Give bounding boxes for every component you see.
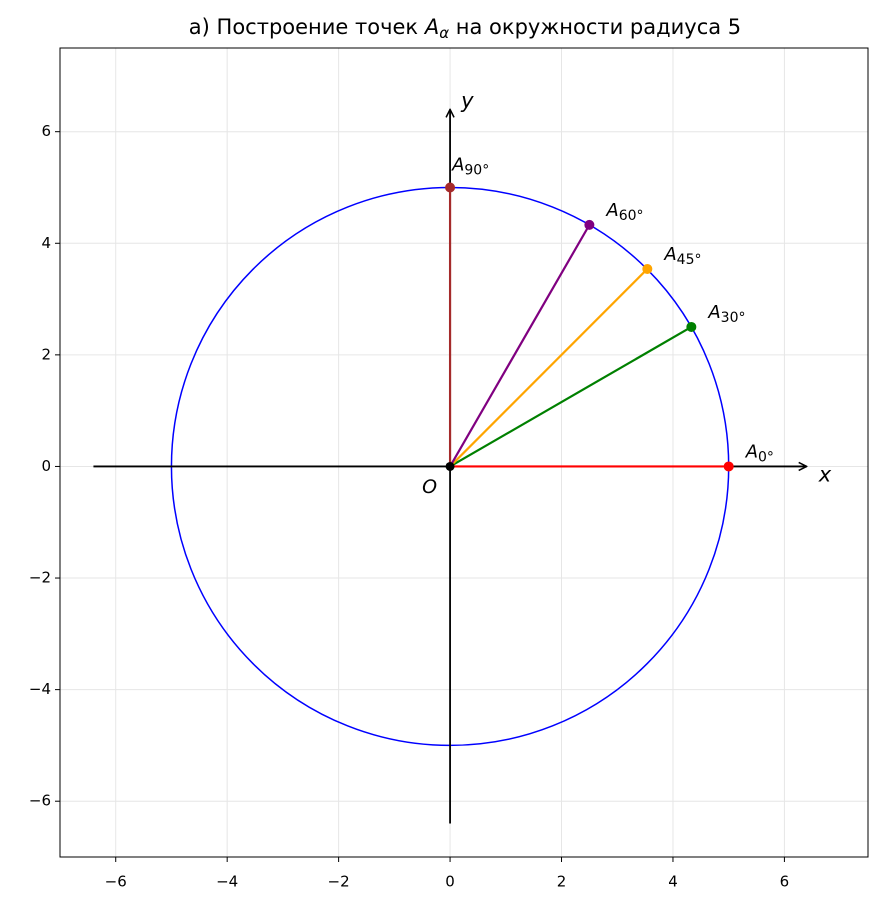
legend-label: 0°	[758, 449, 774, 465]
legend-label: 90°	[464, 162, 489, 178]
legend-label: 45°	[677, 252, 702, 268]
x-axis-label: x	[818, 462, 832, 486]
point	[642, 263, 653, 274]
point	[445, 182, 456, 193]
title-end	[449, 15, 456, 39]
label-symbol: A	[663, 244, 676, 265]
title-text: а) Построение точек	[189, 15, 418, 39]
title-end-text: на окружности радиуса 5	[456, 15, 741, 39]
point	[723, 461, 734, 472]
radius-segment	[449, 268, 649, 468]
radius-segment	[449, 224, 591, 467]
plot-frame	[59, 47, 869, 858]
point-label: A45°	[663, 244, 701, 268]
y-tick-label: −4	[29, 680, 51, 698]
x-tick-label: 0	[445, 873, 455, 891]
label-symbol: A	[745, 441, 758, 462]
y-tick-label: 4	[41, 234, 51, 252]
label-symbol: A	[605, 200, 618, 221]
point-label: A30°	[707, 302, 745, 326]
y-tick-label: −2	[29, 569, 51, 587]
y-tick-label: 0	[41, 457, 51, 475]
x-tick-label: −2	[328, 873, 350, 891]
title-subscript: α	[439, 24, 449, 42]
point-label: A60°	[605, 200, 643, 224]
x-tick-label: 2	[557, 873, 567, 891]
y-tick-label: 6	[41, 122, 51, 140]
x-tick-label: 4	[668, 873, 678, 891]
radius-segment	[449, 326, 692, 468]
legend-label: 60°	[619, 208, 644, 224]
y-tick-label: −6	[29, 792, 51, 810]
point-label: A0°	[745, 441, 774, 465]
legend-label: 30°	[721, 310, 746, 326]
point	[686, 321, 697, 332]
point	[584, 219, 595, 230]
label-symbol: A	[451, 154, 464, 175]
label-symbol: A	[707, 302, 720, 323]
origin-point	[445, 461, 455, 471]
origin-label: O	[422, 476, 437, 498]
point-label: A90°	[451, 154, 489, 178]
x-tick-label: −4	[216, 873, 238, 891]
y-tick-label: 2	[41, 345, 51, 363]
x-tick-label: 6	[780, 873, 790, 891]
y-axis-label: y	[460, 88, 474, 112]
title-symbol: A	[423, 15, 439, 39]
chart-title: а) Построение точек Aα на окружности рад…	[189, 15, 741, 42]
x-tick-label: −6	[105, 873, 127, 891]
